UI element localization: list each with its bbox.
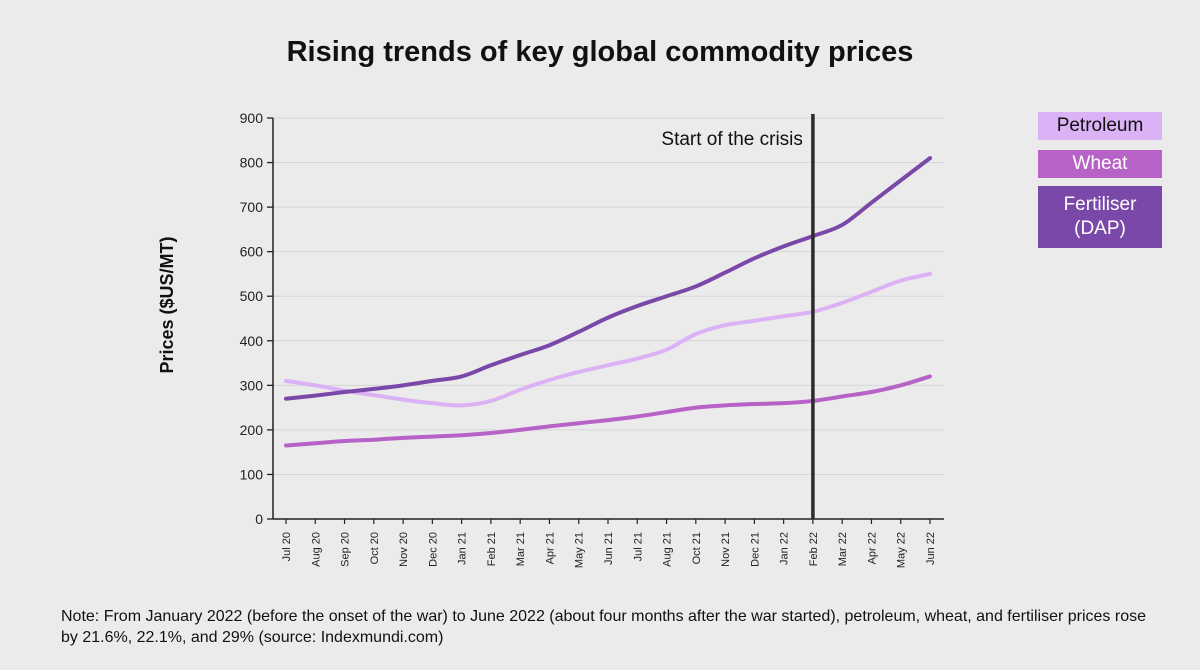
x-tick-label: Aug 21: [662, 532, 674, 567]
x-tick-label: Jan 22: [779, 532, 791, 565]
legend-label-fertiliser: Fertiliser (DAP): [1063, 194, 1137, 239]
x-tick-label: Jan 21: [457, 532, 469, 565]
x-tick-label: Feb 21: [486, 532, 498, 566]
y-tick-label: 100: [240, 466, 264, 482]
series-line-petroleum: [284, 271, 932, 408]
y-tick-label: 400: [240, 333, 264, 349]
x-tick-label: Jun 22: [925, 532, 937, 565]
annotations: Start of the crisis: [661, 114, 815, 519]
x-tick-label: Apr 21: [544, 532, 556, 564]
legend-item-fertiliser: Fertiliser (DAP): [1038, 186, 1162, 248]
x-tick-label: Apr 22: [866, 532, 878, 564]
legend-label-petroleum: Petroleum: [1056, 115, 1144, 136]
y-tick-label: 200: [240, 422, 264, 438]
legend-item-wheat: Wheat: [1038, 150, 1162, 178]
legend-label-wheat: Wheat: [1072, 153, 1128, 174]
y-tick-label: 800: [240, 155, 264, 171]
y-tick-label: 500: [240, 288, 264, 304]
y-tick-label: 900: [240, 110, 264, 126]
x-axis-ticks: Jul 20 Aug 20 Sep 20 Oct 20 Nov 20 Dec 20 Jan …: [281, 519, 937, 568]
x-tick-label: Jun 21: [603, 532, 615, 565]
line-chart: 0 100 200 300 400 500 600 700 800 900 Jul 20 Aug 2…: [157, 110, 944, 568]
x-tick-label: Oct 20: [369, 532, 381, 564]
y-tick-label: 300: [240, 377, 264, 393]
x-tick-label: Sep 20: [340, 532, 352, 567]
x-tick-label: May 21: [574, 532, 586, 568]
series-line-wheat: [284, 374, 932, 448]
x-tick-label: Mar 21: [515, 532, 527, 566]
crisis-label: Start of the crisis: [661, 129, 803, 150]
footnote: Note: From January 2022 (before the onse…: [61, 608, 1146, 646]
x-tick-label: Feb 22: [808, 532, 820, 566]
y-axis-label: Prices ($US/MT): [157, 236, 177, 373]
y-tick-label: 700: [240, 199, 264, 215]
x-tick-label: Dec 21: [749, 532, 761, 567]
legend-item-petroleum: Petroleum: [1038, 112, 1162, 140]
series-line-fertiliser-dap: [284, 156, 932, 401]
x-tick-label: May 22: [896, 532, 908, 568]
series-lines: [284, 156, 932, 448]
chart-title: Rising trends of key global commodity pr…: [286, 36, 914, 68]
x-tick-label: Aug 20: [310, 532, 322, 567]
x-tick-label: Nov 20: [398, 532, 410, 567]
gridlines: [273, 117, 944, 475]
y-tick-label: 600: [240, 244, 264, 260]
y-axis-ticks: 0 100 200 300 400 500 600 700 800 900: [240, 110, 273, 527]
x-tick-label: Oct 21: [691, 532, 703, 564]
x-tick-label: Mar 22: [837, 532, 849, 566]
x-tick-label: Dec 20: [427, 532, 439, 567]
x-tick-label: Jul 20: [281, 532, 293, 561]
x-tick-label: Jul 21: [632, 532, 644, 561]
y-tick-label: 0: [255, 511, 263, 527]
x-tick-label: Nov 21: [720, 532, 732, 567]
